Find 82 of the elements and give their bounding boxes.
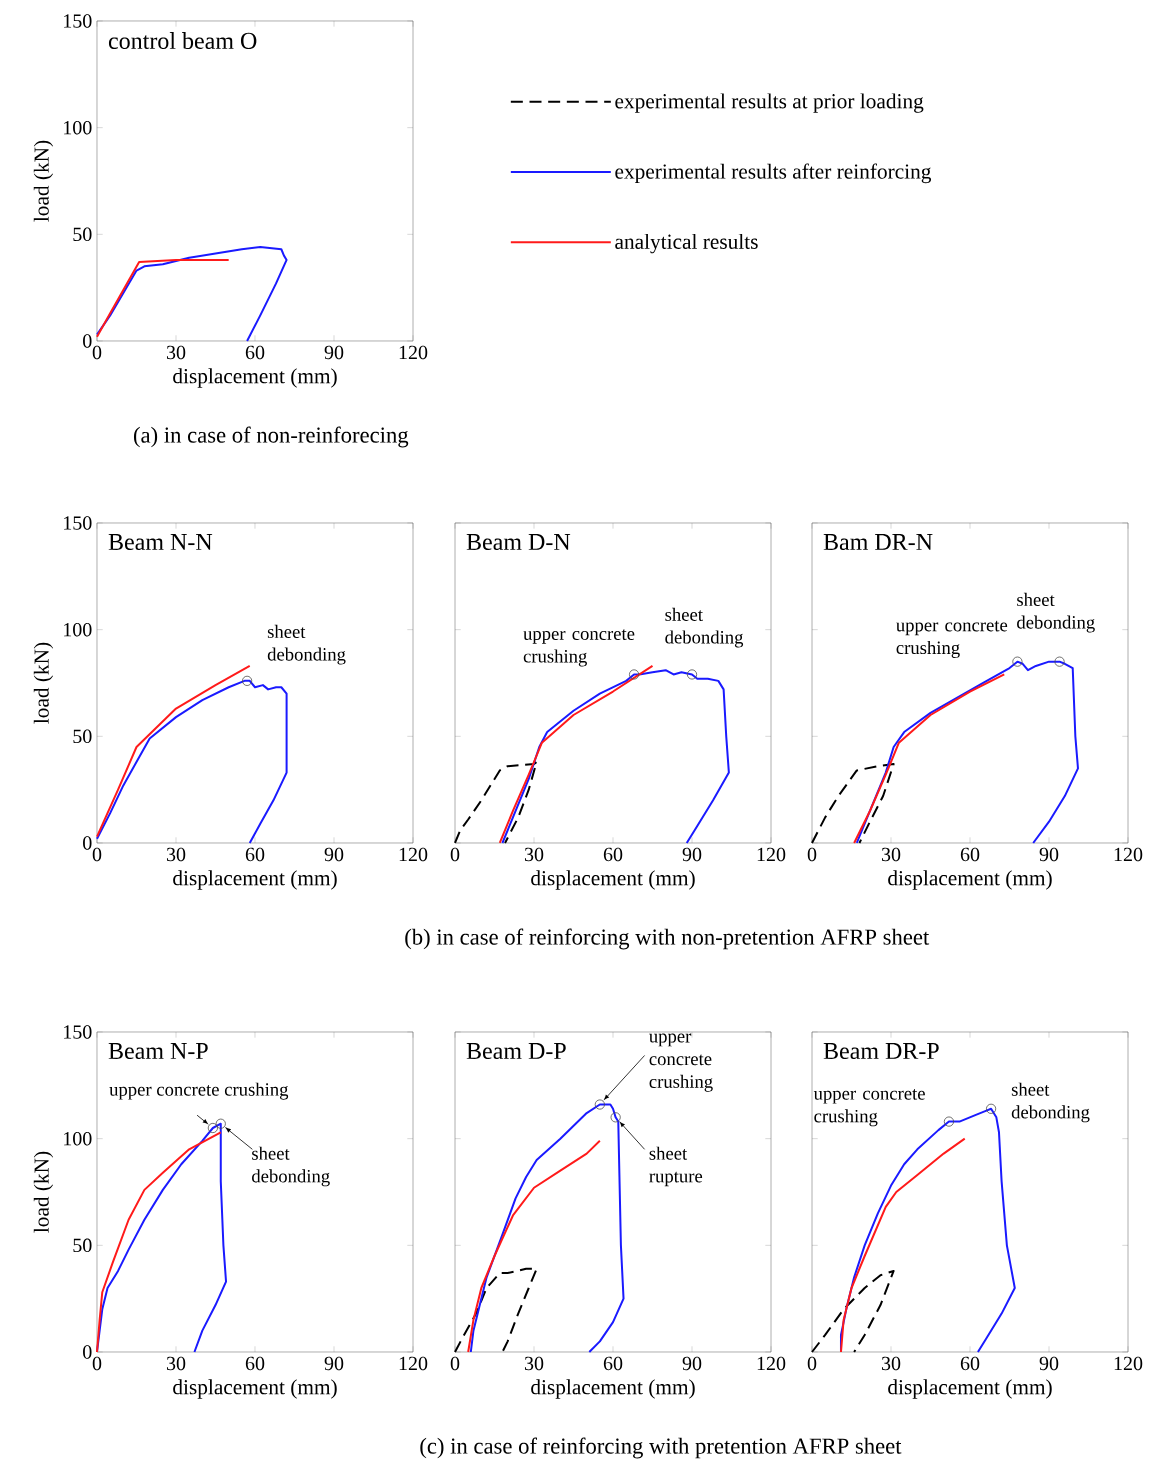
annotation: sheet debonding (252, 1146, 330, 1187)
text: (c) in case of reinforcing with pretention AFRP sheet (420, 1437, 902, 1459)
x-tick-label: 90 (1039, 847, 1059, 862)
text: (a) in case of non-reinforecing (133, 426, 409, 448)
chart-title: control beam O (108, 32, 257, 49)
y-tick-label: 100 (64, 622, 92, 637)
y-tick-label: 100 (64, 1131, 92, 1146)
x-axis-title: displacement (mm) (531, 1379, 695, 1399)
legend-label: experimental results after reinforcing (615, 163, 932, 184)
chart-title: Beam DR-P (823, 1043, 939, 1060)
x-tick-label: 60 (960, 1356, 980, 1371)
chart-title: Beam D-P (466, 1043, 566, 1060)
annotation: sheet debonding (1017, 592, 1095, 633)
x-tick-label: 60 (603, 847, 623, 862)
x-tick-label: 90 (324, 847, 344, 862)
annotation: sheet debonding (665, 607, 744, 648)
x-axis-title: displacement (mm) (173, 870, 337, 890)
x-tick-label: 0 (450, 847, 460, 862)
x-tick-label: 0 (807, 1356, 817, 1371)
x-axis-title: displacement (mm) (173, 368, 337, 388)
annotation: upper concrete crushing (896, 620, 1008, 658)
y-tick-label: 0 (83, 1345, 92, 1359)
x-tick-label: 120 (399, 847, 428, 862)
x-tick-label: 60 (245, 1356, 265, 1371)
y-axis-title: load (kN) (33, 1151, 54, 1233)
chart-title: Bam DR-N (823, 534, 933, 551)
y-tick-label: 0 (83, 836, 92, 850)
x-tick-label: 30 (524, 1356, 544, 1371)
x-tick-label: 120 (757, 847, 786, 862)
annotation: upper concrete crushing (109, 1082, 289, 1100)
x-tick-label: 60 (245, 345, 265, 360)
x-tick-label: 30 (524, 847, 544, 862)
legend-label: experimental results at prior loading (615, 93, 924, 113)
annotation: upper concrete crushing (523, 629, 635, 667)
x-tick-label: 60 (245, 847, 265, 862)
x-tick-label: 30 (166, 1356, 186, 1371)
x-tick-label: 120 (399, 345, 428, 360)
x-tick-label: 30 (166, 345, 186, 360)
x-axis-title: displacement (mm) (531, 870, 695, 890)
y-tick-label: 150 (64, 516, 92, 530)
annotation: upper concrete crushing (649, 1033, 713, 1092)
annotation: sheet rupture (649, 1146, 703, 1187)
x-tick-label: 120 (1114, 1356, 1143, 1371)
y-axis-title: load (kN) (33, 642, 54, 724)
chart-title: Beam N-P (108, 1043, 208, 1060)
x-tick-label: 30 (881, 1356, 901, 1371)
y-tick-label: 50 (73, 1238, 92, 1253)
line-series (96, 664, 251, 838)
x-axis-title: displacement (mm) (888, 1379, 1052, 1399)
y-tick-label: 150 (64, 1025, 92, 1039)
x-tick-label: 120 (1114, 847, 1143, 862)
y-tick-label: 50 (73, 729, 92, 744)
chart-title: Beam N-N (108, 534, 213, 551)
x-tick-label: 30 (881, 847, 901, 862)
annotation: sheet debonding (1011, 1082, 1090, 1123)
x-tick-label: 120 (399, 1356, 428, 1371)
x-tick-label: 90 (682, 847, 702, 862)
y-tick-label: 150 (64, 14, 92, 28)
y-axis-title: load (kN) (33, 140, 54, 222)
y-tick-label: 100 (64, 120, 92, 135)
y-tick-label: 0 (83, 334, 92, 348)
annotation: upper concrete crushing (813, 1089, 925, 1127)
x-axis-title: displacement (mm) (173, 1379, 337, 1399)
legend-label: analytical results (615, 233, 758, 254)
x-tick-label: 120 (757, 1356, 786, 1371)
x-axis-title: displacement (mm) (888, 870, 1052, 890)
line-series (96, 679, 288, 844)
x-tick-label: 90 (1039, 1356, 1059, 1371)
x-tick-label: 0 (807, 847, 817, 862)
x-tick-label: 90 (682, 1356, 702, 1371)
text: (b) in case of reinforcing with non-pretention AFRP sheet (405, 928, 930, 950)
annotation: sheet debonding (267, 624, 346, 665)
y-tick-label: 50 (73, 227, 92, 242)
x-tick-label: 30 (166, 847, 186, 862)
x-tick-label: 90 (324, 345, 344, 360)
chart-title: Beam D-N (466, 534, 571, 551)
line-series (96, 258, 230, 338)
x-tick-label: 60 (960, 847, 980, 862)
x-tick-label: 90 (324, 1356, 344, 1371)
line-series (96, 246, 288, 342)
x-tick-label: 60 (603, 1356, 623, 1371)
x-tick-label: 0 (450, 1356, 460, 1371)
